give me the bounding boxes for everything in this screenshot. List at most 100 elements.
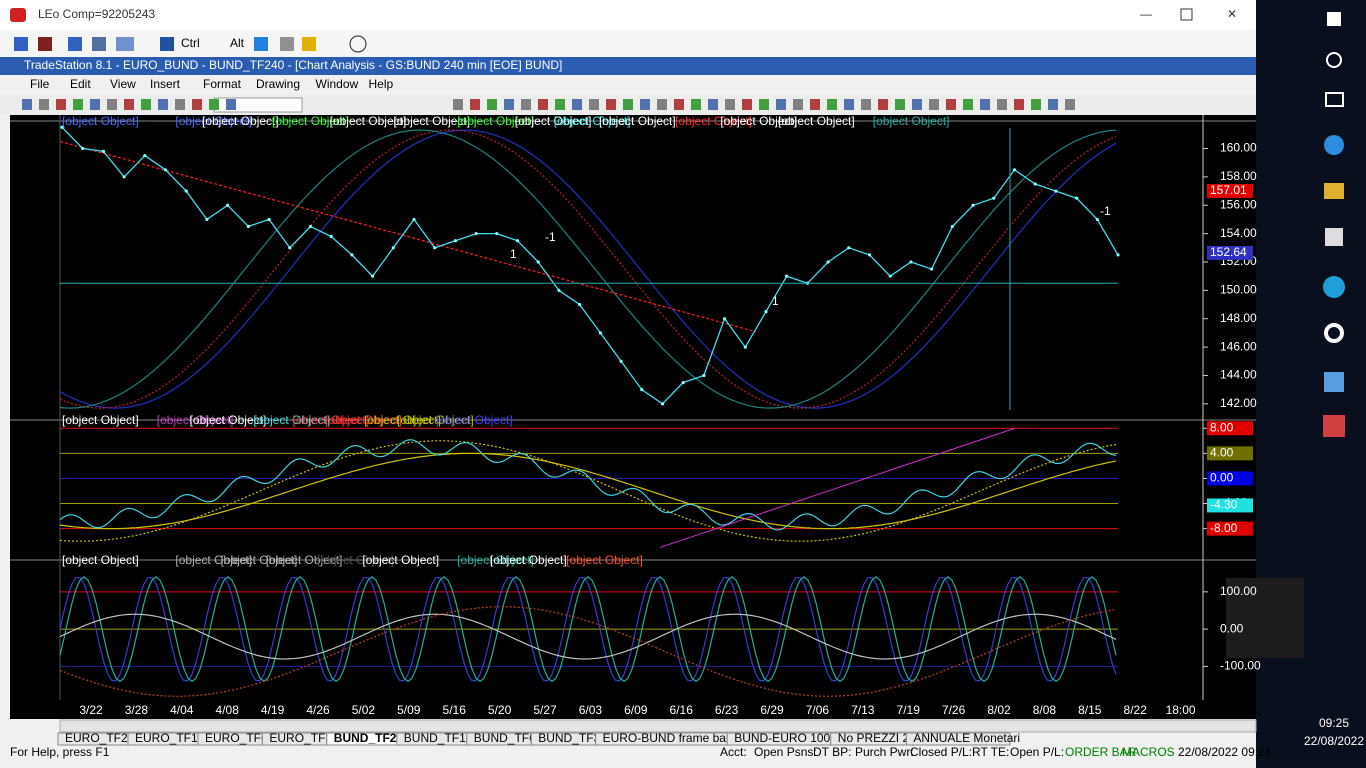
toolbar-icon[interactable] bbox=[572, 99, 582, 110]
toolbar-icon[interactable] bbox=[56, 99, 66, 110]
menu-item[interactable]: File bbox=[30, 77, 50, 91]
panel-header: [object Object] bbox=[330, 114, 407, 128]
toolbar-icon[interactable] bbox=[725, 99, 735, 110]
toolbar-icon[interactable] bbox=[141, 99, 151, 110]
price-dot bbox=[308, 224, 313, 229]
maximize[interactable] bbox=[1180, 8, 1193, 21]
toolbar-icon[interactable] bbox=[810, 99, 820, 110]
value-tag-label: 152.64 bbox=[1210, 245, 1247, 259]
panel-header: [object Object] bbox=[364, 413, 441, 427]
toolbar-icon[interactable] bbox=[124, 99, 134, 110]
price-dot bbox=[660, 402, 665, 406]
toolbar-icon[interactable] bbox=[39, 99, 49, 110]
x-tick-label: 4/26 bbox=[306, 703, 330, 717]
toolbar-icon[interactable] bbox=[946, 99, 956, 110]
toolbar-icon[interactable] bbox=[73, 99, 83, 110]
toolbar-icon[interactable] bbox=[538, 99, 548, 110]
clock-date: 22/08/2022 bbox=[1304, 734, 1364, 748]
close[interactable]: ✕ bbox=[1227, 7, 1237, 21]
tab-label[interactable]: ANNUALE Monetari bbox=[913, 731, 1020, 745]
toolbar-icon[interactable] bbox=[742, 99, 752, 110]
menu-item[interactable]: Help bbox=[369, 77, 394, 91]
price-dot bbox=[329, 234, 333, 239]
toolbar-ctrl[interactable]: Ctrl bbox=[181, 36, 200, 50]
toolbar-icon[interactable] bbox=[175, 99, 185, 110]
toolbar-icon[interactable] bbox=[895, 99, 905, 110]
tab-label[interactable]: EURO_TF30 bbox=[269, 731, 339, 745]
tab-label[interactable]: EURO-BUND frame bassi bbox=[603, 731, 741, 745]
status-item: For Help, press F1 bbox=[10, 745, 110, 759]
toolbar-icon[interactable] bbox=[521, 99, 531, 110]
toolbar-icon[interactable] bbox=[963, 99, 973, 110]
toolbar-icon[interactable] bbox=[997, 99, 1007, 110]
panel-header: [object Object] bbox=[599, 114, 676, 128]
toolbar-icon[interactable] bbox=[107, 99, 117, 110]
toolbar-icon[interactable] bbox=[470, 99, 480, 110]
panel-header: [object Object] bbox=[317, 553, 394, 567]
toolbar-icon[interactable] bbox=[912, 99, 922, 110]
toolbar-icon[interactable] bbox=[657, 99, 667, 110]
toolbar-icon[interactable] bbox=[844, 99, 854, 110]
toolbar-alt[interactable]: Alt bbox=[230, 36, 245, 50]
tab-label[interactable]: BUND_TF60 bbox=[474, 731, 543, 745]
panel-header: [object Object] bbox=[457, 114, 534, 128]
tab-label[interactable]: BUND_TF120 bbox=[404, 731, 480, 745]
tab-label[interactable]: No PREZZI 2 bbox=[838, 731, 910, 745]
price-dot bbox=[184, 189, 188, 193]
toolbar-icon[interactable] bbox=[929, 99, 939, 110]
window-title: LEo Comp=92205243 bbox=[38, 7, 155, 21]
price-dot bbox=[950, 224, 954, 229]
toolbar-icon[interactable] bbox=[453, 99, 463, 110]
toolbar-icon[interactable] bbox=[708, 99, 718, 110]
toolbar-icon[interactable] bbox=[1031, 99, 1041, 110]
toolbar-icon[interactable] bbox=[878, 99, 888, 110]
tab-label[interactable]: EURO_TF240 bbox=[65, 731, 141, 745]
toolbar-icon[interactable] bbox=[589, 99, 599, 110]
toolbar-icon[interactable] bbox=[226, 99, 236, 110]
toolbar-icon[interactable] bbox=[623, 99, 633, 110]
menu-item[interactable]: Edit bbox=[70, 77, 91, 91]
tab-label[interactable]: EURO_TF120 bbox=[135, 731, 211, 745]
toolbar-icon[interactable] bbox=[827, 99, 837, 110]
menu-item[interactable]: Window bbox=[316, 77, 359, 91]
taskbar-icons bbox=[1323, 12, 1345, 437]
tab[interactable] bbox=[905, 732, 1011, 746]
tab-label[interactable]: BUND_TF240 bbox=[334, 731, 410, 745]
menu-item[interactable]: Format bbox=[203, 77, 242, 91]
toolbar-icon[interactable] bbox=[209, 99, 219, 110]
toolbar-icon[interactable] bbox=[759, 99, 769, 110]
toolbar-icon[interactable] bbox=[555, 99, 565, 110]
menu-item[interactable]: View bbox=[110, 77, 136, 91]
toolbar-icon[interactable] bbox=[1014, 99, 1024, 110]
toolbar-icon[interactable] bbox=[691, 99, 701, 110]
x-tick-label: 4/19 bbox=[261, 703, 285, 717]
minimize[interactable]: — bbox=[1140, 7, 1152, 21]
menu-item[interactable]: Drawing bbox=[256, 77, 300, 91]
toolbar-icon[interactable] bbox=[22, 99, 32, 110]
toolbar-icon[interactable] bbox=[776, 99, 786, 110]
toolbar-icon[interactable] bbox=[504, 99, 514, 110]
toolbar-icon[interactable] bbox=[980, 99, 990, 110]
tab-label[interactable]: BUND_TF30 bbox=[538, 731, 607, 745]
toolbar-icon[interactable] bbox=[861, 99, 871, 110]
toolbar-icon[interactable] bbox=[158, 99, 168, 110]
toolbar-icon[interactable] bbox=[192, 99, 202, 110]
tab-label[interactable]: BUND-EURO 100 gg bbox=[734, 731, 847, 745]
value-tag bbox=[1207, 421, 1253, 436]
panel-header: [object Object] bbox=[873, 114, 950, 128]
toolbar-icon[interactable] bbox=[793, 99, 803, 110]
menu-item[interactable]: Insert bbox=[150, 77, 181, 91]
toolbar-icon[interactable] bbox=[1048, 99, 1058, 110]
toolbar-icon[interactable] bbox=[640, 99, 650, 110]
toolbar-icon[interactable] bbox=[674, 99, 684, 110]
price-dot bbox=[163, 168, 168, 172]
toolbar-icon[interactable] bbox=[90, 99, 100, 110]
price-dot bbox=[453, 239, 458, 243]
toolbar-icon[interactable] bbox=[1065, 99, 1075, 110]
panel-header: [object Object] bbox=[566, 553, 643, 567]
toolbar-icon[interactable] bbox=[487, 99, 497, 110]
x-tick-label: 3/22 bbox=[79, 703, 103, 717]
tab-label[interactable]: EURO_TF60 bbox=[205, 731, 275, 745]
toolbar-icon[interactable] bbox=[606, 99, 616, 110]
clock-time: 09:25 bbox=[1319, 716, 1349, 730]
